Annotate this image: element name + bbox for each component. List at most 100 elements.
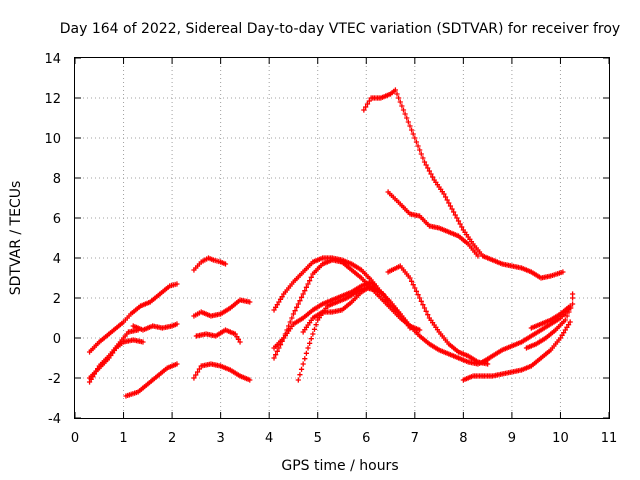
series-arc-1 — [86, 281, 180, 355]
data-point — [566, 309, 572, 315]
series-arc-6 — [191, 255, 229, 273]
data-point — [274, 302, 280, 308]
x-tick-label: 0 — [71, 431, 79, 446]
data-series — [86, 87, 576, 399]
data-point — [308, 274, 314, 280]
data-point — [425, 312, 431, 318]
data-point — [302, 356, 308, 362]
data-point — [302, 288, 308, 294]
data-point — [232, 331, 238, 337]
data-point — [308, 336, 314, 342]
data-point — [407, 123, 413, 129]
chart-title: Day 164 of 2022, Sidereal Day-to-day VTE… — [60, 21, 620, 37]
data-point — [420, 302, 426, 308]
data-point — [402, 111, 408, 117]
x-tick-label: 8 — [459, 431, 467, 446]
data-point — [273, 352, 279, 358]
data-point — [295, 377, 301, 383]
data-point — [276, 299, 282, 305]
data-point — [193, 372, 199, 378]
y-tick-label: 14 — [44, 52, 61, 67]
y-tick-label: 2 — [53, 292, 61, 307]
data-point — [396, 95, 402, 101]
x-tick-label: 6 — [362, 431, 370, 446]
series-arc-17 — [385, 189, 481, 259]
y-tick-label: 8 — [53, 172, 61, 187]
y-tick-label: -2 — [48, 372, 61, 387]
data-point — [313, 322, 319, 328]
data-point — [412, 285, 418, 291]
data-point — [410, 131, 416, 137]
data-point — [559, 332, 565, 338]
data-point — [418, 298, 424, 304]
data-point — [457, 221, 463, 227]
data-point — [247, 377, 253, 383]
data-point — [297, 298, 303, 304]
data-point — [271, 355, 277, 361]
data-point — [290, 311, 297, 317]
data-point — [174, 281, 180, 287]
data-point — [271, 307, 277, 313]
y-tick-label: 0 — [53, 332, 61, 347]
data-point — [292, 308, 298, 314]
data-point — [420, 155, 426, 161]
data-point — [459, 224, 465, 230]
data-point — [273, 304, 279, 310]
series-arc-13 — [295, 285, 386, 383]
data-point — [305, 281, 311, 287]
data-point — [307, 340, 313, 346]
data-point — [174, 321, 180, 327]
data-point — [279, 294, 285, 300]
data-point — [426, 168, 432, 174]
data-point — [303, 350, 309, 356]
data-point — [425, 165, 431, 171]
data-point — [174, 361, 180, 367]
series-arc-19 — [480, 291, 576, 365]
x-axis-label: GPS time / hours — [281, 458, 398, 474]
series-arc-8 — [193, 327, 243, 345]
data-point — [455, 218, 462, 224]
data-point — [394, 91, 400, 97]
data-point — [310, 331, 316, 337]
data-point — [305, 345, 311, 351]
series-arc-2 — [86, 327, 141, 385]
series-arc-4 — [130, 321, 180, 333]
y-tick-label: -4 — [48, 412, 61, 427]
data-point — [454, 215, 460, 221]
data-point — [415, 292, 421, 298]
series-arc-3 — [86, 337, 146, 381]
data-point — [423, 308, 429, 314]
data-point — [444, 197, 450, 203]
data-point — [247, 299, 253, 305]
data-point — [399, 103, 405, 109]
data-point — [562, 317, 568, 323]
data-point — [222, 261, 229, 267]
data-point — [557, 335, 564, 341]
y-tick-label: 4 — [53, 252, 61, 267]
data-point — [562, 327, 568, 333]
data-point — [311, 326, 318, 332]
data-point — [430, 174, 436, 180]
x-tick-label: 5 — [314, 431, 322, 446]
series-arc-7 — [191, 297, 253, 319]
data-point — [408, 127, 415, 133]
data-point — [417, 295, 423, 301]
plot-frame — [74, 57, 610, 419]
data-point — [421, 159, 428, 165]
data-point — [297, 372, 303, 378]
data-point — [449, 206, 455, 212]
data-point — [234, 334, 240, 340]
data-point — [446, 200, 452, 206]
data-point — [400, 107, 407, 113]
y-tick-label: 10 — [44, 132, 61, 147]
data-point — [196, 366, 202, 372]
data-point — [451, 209, 457, 215]
data-point — [407, 275, 413, 281]
data-point — [447, 203, 454, 209]
series-arc-10 — [271, 255, 413, 331]
data-point — [417, 147, 423, 153]
data-point — [363, 104, 369, 110]
data-point — [294, 304, 300, 310]
data-point — [404, 115, 410, 121]
